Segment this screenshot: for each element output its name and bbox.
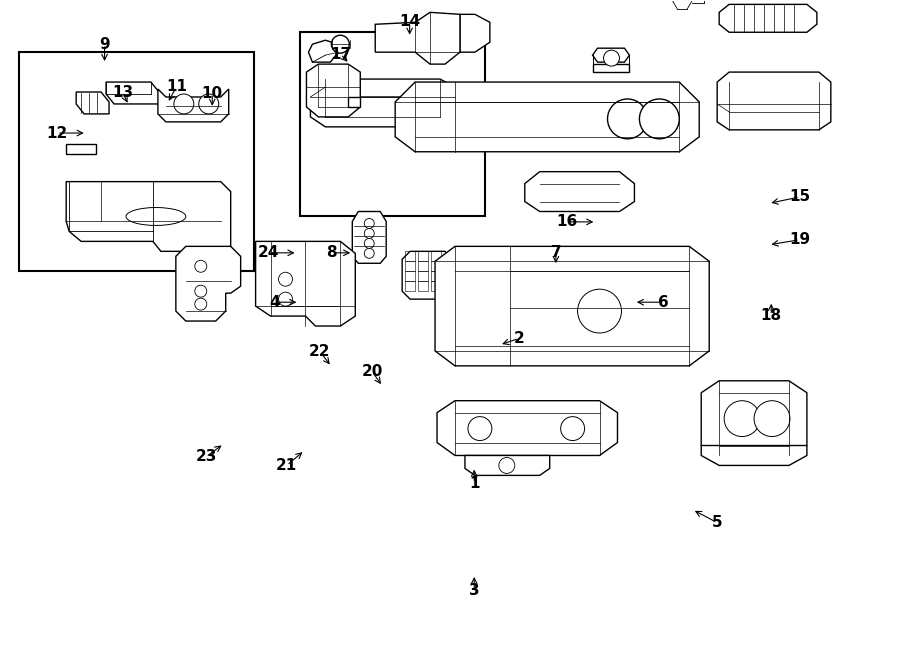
Polygon shape	[375, 13, 475, 64]
Circle shape	[468, 416, 492, 440]
Circle shape	[331, 35, 349, 53]
Polygon shape	[465, 455, 550, 475]
Circle shape	[194, 285, 207, 297]
Text: 9: 9	[99, 36, 110, 52]
Text: 4: 4	[270, 295, 281, 310]
Polygon shape	[352, 212, 386, 263]
Circle shape	[364, 239, 374, 249]
Text: 22: 22	[310, 344, 330, 359]
Bar	[405, 271, 415, 281]
Bar	[418, 271, 428, 281]
Text: 1: 1	[469, 476, 480, 490]
Bar	[418, 261, 428, 271]
Text: 8: 8	[327, 245, 337, 260]
Text: 21: 21	[276, 458, 297, 473]
Circle shape	[174, 94, 194, 114]
Circle shape	[194, 260, 207, 272]
Text: 11: 11	[166, 79, 187, 95]
Polygon shape	[67, 144, 96, 154]
Circle shape	[278, 272, 293, 286]
Bar	[431, 261, 441, 271]
Circle shape	[604, 50, 619, 66]
Text: 2: 2	[514, 331, 525, 346]
Text: 24: 24	[258, 245, 279, 260]
Circle shape	[364, 249, 374, 258]
Polygon shape	[158, 89, 229, 122]
Polygon shape	[525, 172, 634, 212]
Polygon shape	[256, 241, 356, 326]
Bar	[301, 32, 485, 217]
Text: 19: 19	[789, 232, 811, 247]
Text: 17: 17	[330, 46, 351, 61]
Text: 7: 7	[551, 245, 562, 260]
Polygon shape	[176, 247, 240, 321]
Circle shape	[194, 298, 207, 310]
Polygon shape	[701, 446, 807, 465]
Polygon shape	[395, 82, 699, 152]
Polygon shape	[402, 251, 453, 299]
Bar	[19, 52, 254, 271]
Polygon shape	[106, 82, 159, 104]
Polygon shape	[310, 79, 455, 97]
Text: 14: 14	[399, 14, 420, 28]
Text: 10: 10	[202, 86, 223, 101]
Text: 5: 5	[712, 515, 723, 530]
Polygon shape	[306, 64, 360, 117]
Text: 13: 13	[112, 85, 133, 100]
Polygon shape	[435, 247, 709, 366]
Circle shape	[724, 401, 760, 436]
Polygon shape	[310, 89, 455, 127]
Circle shape	[608, 99, 647, 139]
Polygon shape	[67, 182, 230, 251]
Bar	[418, 281, 428, 291]
Polygon shape	[592, 64, 629, 72]
Circle shape	[199, 94, 219, 114]
Polygon shape	[592, 48, 629, 62]
Text: 23: 23	[195, 449, 217, 465]
Bar	[405, 251, 415, 261]
Polygon shape	[437, 401, 617, 455]
Circle shape	[364, 229, 374, 239]
Circle shape	[639, 99, 680, 139]
Circle shape	[278, 292, 293, 306]
Text: 3: 3	[469, 583, 480, 598]
Text: 20: 20	[361, 364, 382, 379]
Circle shape	[754, 401, 790, 436]
Circle shape	[578, 289, 622, 333]
Polygon shape	[76, 92, 109, 114]
Circle shape	[561, 416, 585, 440]
Bar	[431, 281, 441, 291]
Polygon shape	[460, 15, 490, 52]
Bar	[418, 251, 428, 261]
Circle shape	[364, 219, 374, 229]
Polygon shape	[309, 40, 338, 62]
Bar	[405, 261, 415, 271]
Text: 6: 6	[658, 295, 669, 310]
Polygon shape	[717, 72, 831, 130]
Bar	[431, 271, 441, 281]
Polygon shape	[348, 97, 360, 107]
Text: 12: 12	[47, 126, 68, 141]
Text: 15: 15	[789, 190, 811, 204]
Bar	[431, 251, 441, 261]
Text: 18: 18	[760, 308, 782, 323]
Polygon shape	[719, 5, 817, 32]
Circle shape	[499, 457, 515, 473]
Text: 16: 16	[556, 214, 577, 229]
Polygon shape	[701, 381, 807, 455]
Bar	[405, 281, 415, 291]
